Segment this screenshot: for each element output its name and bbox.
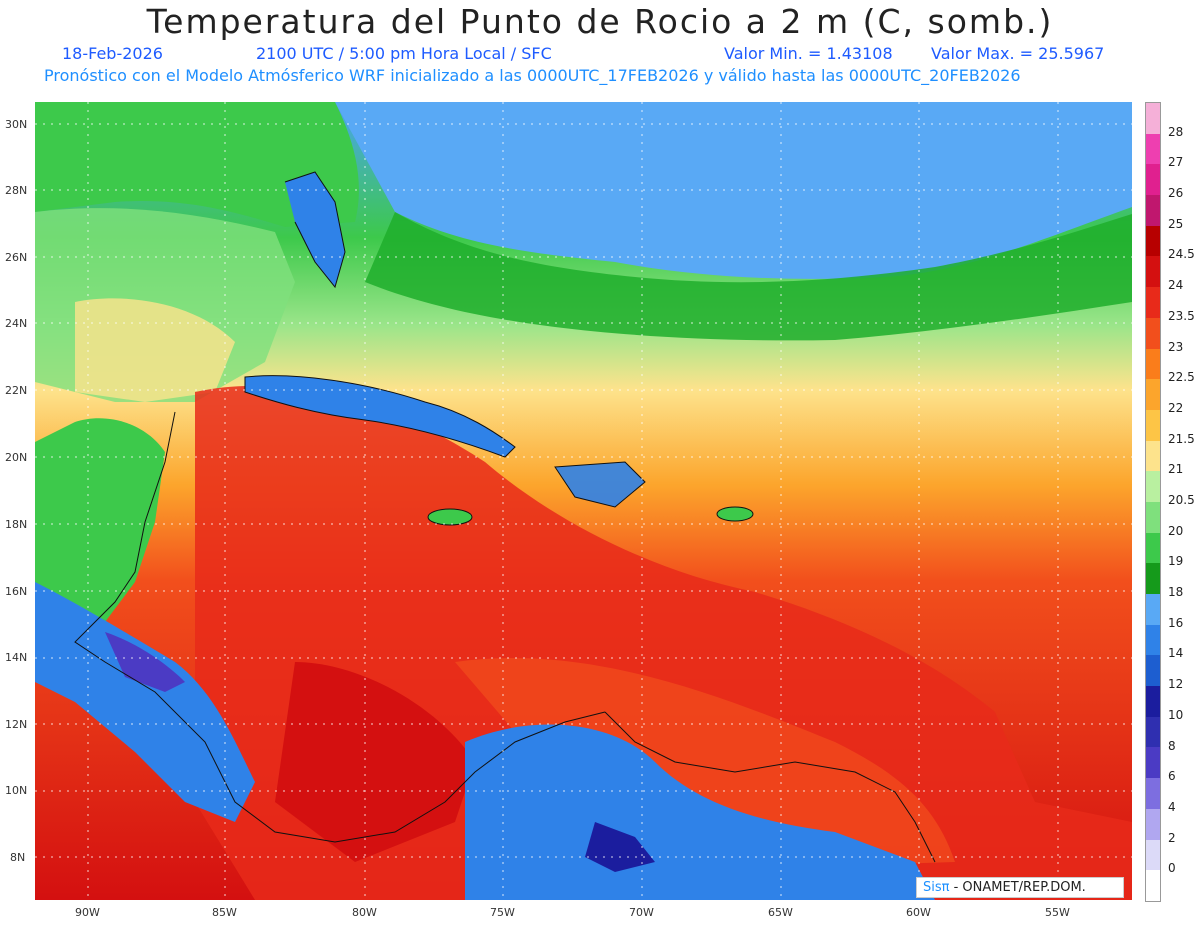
colorbar-label: 21 — [1168, 462, 1184, 477]
min-value: Valor Min. = 1.43108 — [724, 44, 893, 63]
colorbar-swatch — [1146, 471, 1160, 502]
colorbar-label: 23.5 — [1168, 308, 1195, 323]
lat-label-26n: 26N — [5, 251, 28, 264]
colorbar-label: 19 — [1168, 554, 1184, 569]
colorbar-label: 24.5 — [1168, 247, 1195, 262]
colorbar-swatch — [1146, 256, 1160, 288]
lon-label-85w: 85W — [212, 906, 237, 919]
colorbar-swatch — [1146, 563, 1160, 594]
max-value: Valor Max. = 25.5967 — [931, 44, 1105, 63]
colorbar-swatch — [1146, 655, 1160, 687]
colorbar-label: 14 — [1168, 646, 1184, 661]
colorbar-label: 21.5 — [1168, 431, 1195, 446]
lat-label-30n: 30N — [5, 118, 28, 131]
colorbar-label: 8 — [1168, 738, 1176, 753]
lat-label-10n: 10N — [5, 784, 28, 797]
colorbar-swatch — [1146, 164, 1160, 196]
lat-label-18n: 18N — [5, 518, 28, 531]
lat-label-16n: 16N — [5, 585, 28, 598]
lon-label-70w: 70W — [629, 906, 654, 919]
lon-label-65w: 65W — [768, 906, 793, 919]
colorbar-swatch — [1146, 624, 1160, 656]
colorbar-label: 28 — [1168, 124, 1184, 139]
date-label: 18-Feb-2026 — [62, 44, 163, 63]
colorbar — [1145, 102, 1161, 902]
lat-label-14n: 14N — [5, 651, 28, 664]
lat-label-20n: 20N — [5, 451, 28, 464]
colorbar-swatch — [1146, 317, 1160, 349]
lon-label-60w: 60W — [906, 906, 931, 919]
colorbar-label: 22 — [1168, 400, 1184, 415]
colorbar-label: 20 — [1168, 523, 1184, 538]
colorbar-label: 0 — [1168, 861, 1176, 876]
colorbar-swatch — [1146, 778, 1160, 809]
lon-label-80w: 80W — [352, 906, 377, 919]
colorbar-swatch — [1146, 195, 1160, 226]
colorbar-swatch — [1146, 379, 1160, 410]
colorbar-label: 27 — [1168, 155, 1184, 170]
credit-text: - ONAMET/REP.DOM. — [949, 880, 1086, 895]
colorbar-label: 22.5 — [1168, 370, 1195, 385]
forecast-info: Pronóstico con el Modelo Atmósferico WRF… — [44, 66, 1021, 85]
colorbar-label: 20.5 — [1168, 493, 1195, 507]
colorbar-swatch — [1146, 532, 1160, 564]
colorbar-swatch — [1146, 103, 1160, 134]
colorbar-swatch — [1146, 225, 1160, 257]
colorbar-label: 26 — [1168, 186, 1184, 201]
lat-label-28n: 28N — [5, 184, 28, 197]
colorbar-label: 12 — [1168, 677, 1184, 692]
lat-label-22n: 22N — [5, 384, 28, 397]
colorbar-swatch — [1146, 287, 1160, 318]
colorbar-swatch — [1146, 501, 1160, 533]
colorbar-swatch — [1146, 870, 1160, 901]
lat-label-24n: 24N — [5, 317, 28, 330]
lat-label-8n: 8N — [10, 851, 26, 864]
colorbar-swatch — [1146, 747, 1160, 779]
pi-icon: π — [941, 880, 950, 895]
colorbar-swatch — [1146, 808, 1160, 840]
time-label: 2100 UTC / 5:00 pm Hora Local / SFC — [256, 44, 552, 63]
colorbar-label: 18 — [1168, 585, 1184, 600]
colorbar-swatch — [1146, 594, 1160, 625]
colorbar-label: 24 — [1168, 278, 1184, 293]
credit-brand: Sis — [923, 880, 942, 895]
lat-label-12n: 12N — [5, 718, 28, 731]
colorbar-swatch — [1146, 133, 1160, 165]
dewpoint-map — [35, 102, 1132, 900]
colorbar-label: 23 — [1168, 339, 1184, 354]
colorbar-swatch — [1146, 348, 1160, 380]
colorbar-swatch — [1146, 839, 1160, 871]
colorbar-swatch — [1146, 409, 1160, 441]
colorbar-swatch — [1146, 440, 1160, 472]
lon-label-90w: 90W — [75, 906, 100, 919]
colorbar-label: 4 — [1168, 799, 1176, 814]
colorbar-label: 6 — [1168, 769, 1176, 784]
colorbar-label: 2 — [1168, 830, 1176, 845]
colorbar-label: 16 — [1168, 615, 1184, 630]
lon-label-55w: 55W — [1045, 906, 1070, 919]
colorbar-label: 25 — [1168, 216, 1184, 231]
lon-label-75w: 75W — [490, 906, 515, 919]
chart-title: Temperatura del Punto de Rocio a 2 m (C,… — [146, 2, 1054, 41]
credit-badge: Sisπ - ONAMET/REP.DOM. — [916, 877, 1124, 898]
colorbar-label: 10 — [1168, 707, 1184, 722]
colorbar-swatch — [1146, 716, 1160, 748]
colorbar-swatch — [1146, 686, 1160, 717]
